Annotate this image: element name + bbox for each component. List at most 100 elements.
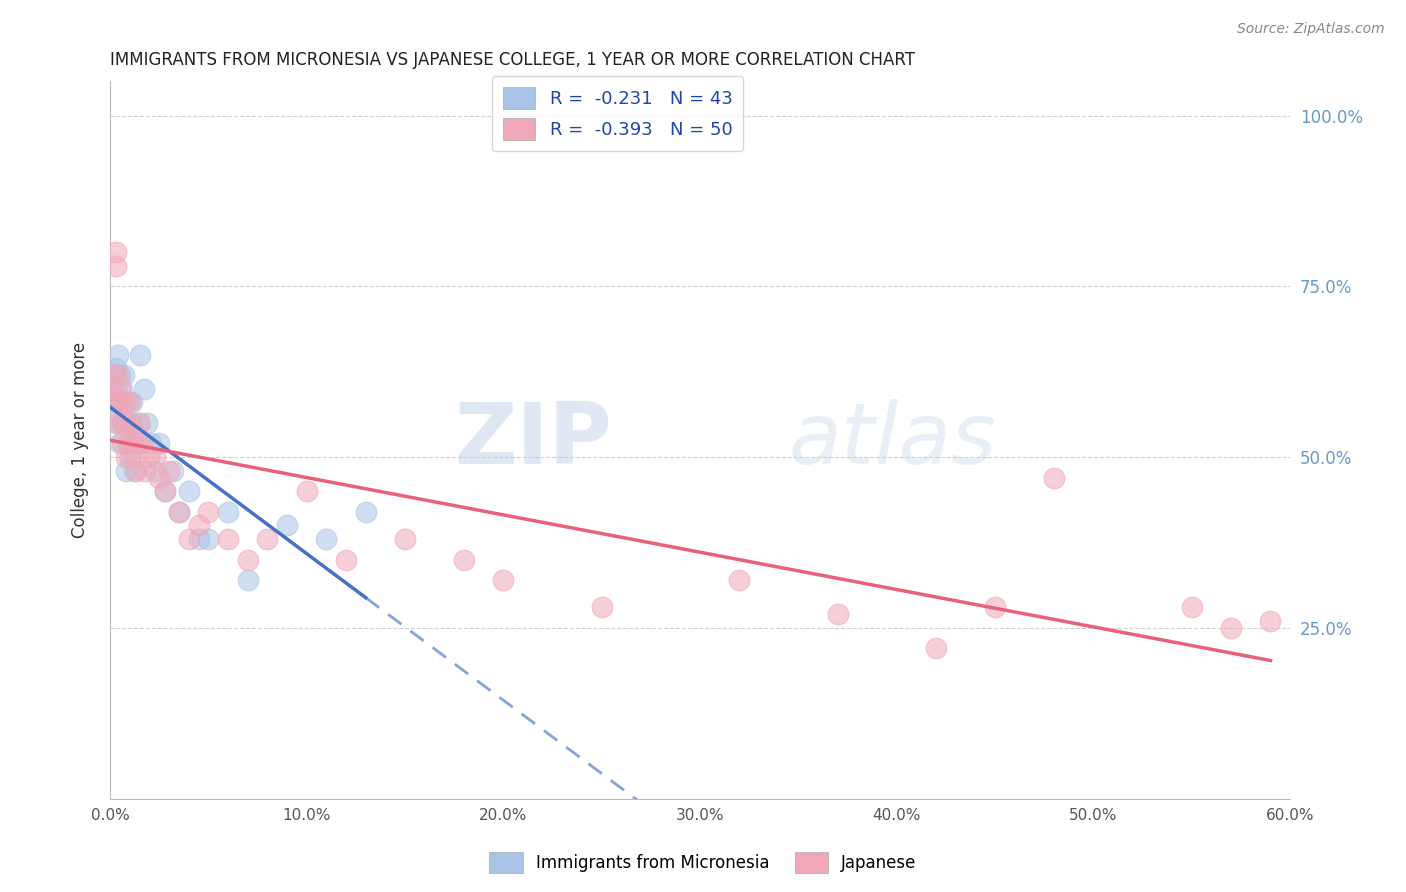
Point	[108, 368, 131, 383]
Point	[118, 450, 141, 464]
Point	[111, 436, 134, 450]
Point	[136, 416, 159, 430]
Point	[112, 395, 135, 409]
Point	[103, 368, 125, 383]
Point	[827, 607, 849, 622]
Point	[104, 361, 127, 376]
Point	[118, 395, 141, 409]
Point	[108, 395, 131, 409]
Point	[1260, 614, 1282, 628]
Point	[131, 436, 153, 450]
Point	[1181, 600, 1204, 615]
Point	[141, 436, 163, 450]
Point	[335, 552, 357, 566]
Point	[197, 505, 219, 519]
Point	[453, 552, 475, 566]
Point	[104, 416, 127, 430]
Point	[112, 368, 135, 383]
Point	[103, 395, 125, 409]
Point	[167, 505, 190, 519]
Point	[315, 532, 337, 546]
Point	[108, 382, 131, 396]
Point	[104, 245, 127, 260]
Point	[217, 505, 239, 519]
Point	[276, 518, 298, 533]
Point	[354, 505, 377, 519]
Point	[153, 484, 176, 499]
Legend: Immigrants from Micronesia, Japanese: Immigrants from Micronesia, Japanese	[482, 846, 924, 880]
Point	[256, 532, 278, 546]
Point	[117, 436, 139, 450]
Point	[114, 416, 136, 430]
Point	[143, 464, 166, 478]
Point	[117, 436, 139, 450]
Point	[492, 573, 515, 587]
Text: ZIP: ZIP	[454, 399, 612, 482]
Text: atlas: atlas	[789, 399, 997, 482]
Point	[107, 395, 129, 409]
Point	[128, 348, 150, 362]
Point	[236, 573, 259, 587]
Point	[121, 436, 143, 450]
Point	[111, 416, 134, 430]
Point	[162, 464, 184, 478]
Point	[197, 532, 219, 546]
Point	[107, 416, 129, 430]
Point	[138, 450, 160, 464]
Point	[112, 395, 135, 409]
Point	[114, 416, 136, 430]
Point	[124, 464, 146, 478]
Point	[101, 382, 124, 396]
Point	[157, 464, 180, 478]
Point	[134, 464, 156, 478]
Point	[127, 436, 149, 450]
Point	[121, 395, 143, 409]
Point	[107, 368, 129, 383]
Point	[128, 416, 150, 430]
Point	[108, 436, 131, 450]
Point	[103, 368, 125, 383]
Point	[122, 450, 145, 464]
Point	[108, 395, 131, 409]
Point	[153, 484, 176, 499]
Legend: R =  -0.231   N = 43, R =  -0.393   N = 50: R = -0.231 N = 43, R = -0.393 N = 50	[492, 76, 744, 151]
Point	[104, 382, 127, 396]
Point	[984, 600, 1007, 615]
Text: Source: ZipAtlas.com: Source: ZipAtlas.com	[1237, 22, 1385, 37]
Point	[143, 450, 166, 464]
Point	[167, 505, 190, 519]
Point	[118, 416, 141, 430]
Point	[111, 382, 134, 396]
Point	[124, 436, 146, 450]
Point	[925, 641, 948, 656]
Text: IMMIGRANTS FROM MICRONESIA VS JAPANESE COLLEGE, 1 YEAR OR MORE CORRELATION CHART: IMMIGRANTS FROM MICRONESIA VS JAPANESE C…	[110, 51, 915, 69]
Point	[728, 573, 751, 587]
Point	[114, 450, 136, 464]
Point	[236, 552, 259, 566]
Point	[148, 470, 170, 484]
Point	[117, 395, 139, 409]
Point	[127, 416, 149, 430]
Point	[101, 382, 124, 396]
Point	[217, 532, 239, 546]
Point	[591, 600, 613, 615]
Point	[104, 259, 127, 273]
Point	[114, 464, 136, 478]
Point	[107, 348, 129, 362]
Point	[177, 532, 200, 546]
Point	[121, 436, 143, 450]
Point	[1043, 470, 1066, 484]
Point	[394, 532, 416, 546]
Point	[122, 464, 145, 478]
Point	[132, 382, 155, 396]
Y-axis label: College, 1 year or more: College, 1 year or more	[72, 342, 89, 538]
Point	[148, 436, 170, 450]
Point	[103, 395, 125, 409]
Point	[111, 416, 134, 430]
Point	[118, 416, 141, 430]
Point	[295, 484, 318, 499]
Point	[187, 518, 209, 533]
Point	[187, 532, 209, 546]
Point	[1220, 621, 1243, 635]
Point	[177, 484, 200, 499]
